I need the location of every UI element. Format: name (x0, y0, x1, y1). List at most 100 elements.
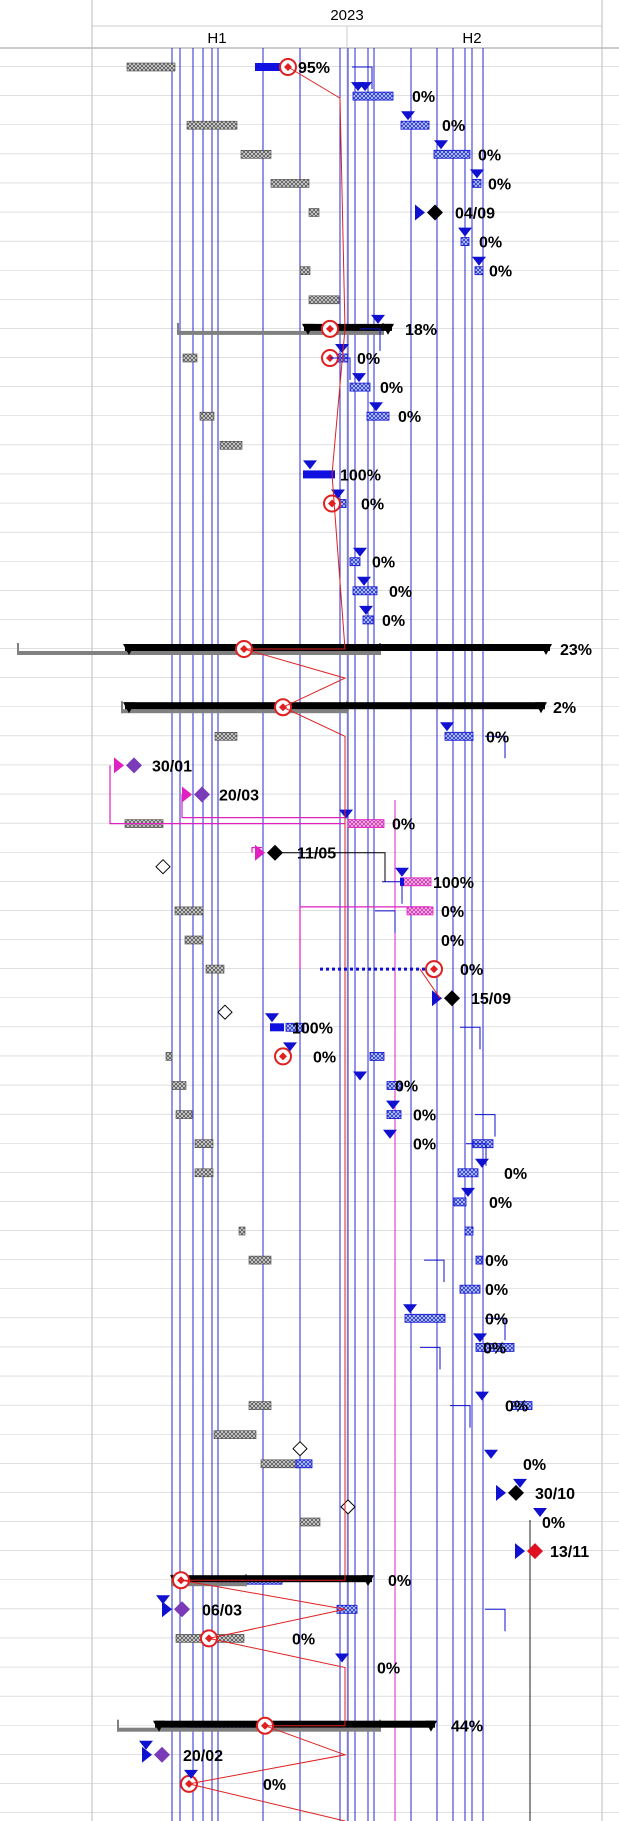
task-bar (182, 353, 198, 363)
task-bar (175, 1110, 193, 1119)
summary-bar (125, 644, 550, 651)
summary-bar (172, 1575, 372, 1583)
task-bar-pink (347, 819, 385, 828)
hollow-milestone (292, 1440, 308, 1457)
milestone-diamond (508, 1484, 524, 1501)
h2-label: H2 (462, 30, 481, 47)
dependency-elbow-dark (275, 852, 386, 882)
link-arrowhead (156, 1595, 170, 1605)
task-label: 0% (357, 351, 380, 368)
dependency-elbow (424, 1259, 445, 1283)
milestone-arrow (432, 990, 442, 1007)
task-bar (475, 1255, 483, 1265)
task-bar (464, 1226, 474, 1236)
task-bar (199, 411, 215, 421)
task-label: 0% (413, 1108, 436, 1125)
task-label: 0% (398, 409, 421, 426)
task-label: 0% (372, 555, 395, 572)
task-label: 2% (553, 700, 576, 717)
dependency-link-red (419, 968, 441, 999)
dependency-elbow-magenta (251, 847, 262, 853)
task-label: 0% (388, 1573, 411, 1590)
hollow-milestone (217, 1004, 233, 1020)
task-bar (444, 731, 474, 741)
task-bar (205, 964, 225, 974)
task-label: 0% (263, 1777, 286, 1794)
task-bar (126, 62, 176, 72)
dependency-elbow (360, 328, 381, 351)
task-bar (213, 1430, 257, 1439)
task-bar (457, 1168, 479, 1178)
task-bar (453, 1197, 467, 1207)
task-bar (404, 1313, 446, 1323)
task-bar (475, 1343, 515, 1352)
dependency-elbow (475, 1114, 496, 1137)
task-bar (459, 1284, 481, 1294)
link-arrowhead (475, 1391, 489, 1401)
dependency-elbow-magenta (181, 794, 345, 819)
task-bar (352, 586, 378, 596)
task-bar (352, 91, 394, 101)
task-label: 0% (485, 1253, 508, 1270)
milestone-diamond (427, 204, 443, 221)
task-label: 0% (413, 1137, 436, 1154)
dependency-elbow (382, 881, 403, 904)
task-label: 20/02 (183, 1748, 223, 1765)
link-arrowhead (371, 314, 385, 324)
link-arrowhead (513, 1478, 527, 1488)
critical-path-line (180, 66, 347, 1821)
summary-cap (535, 702, 547, 714)
summary-cap (123, 702, 135, 714)
link-arrowhead (434, 140, 448, 150)
summary-cap (153, 1720, 165, 1732)
baseline-bar (178, 330, 383, 335)
task-label: 30/10 (535, 1486, 575, 1503)
milestone-diamond (154, 1746, 170, 1763)
task-bar (366, 411, 390, 421)
task-label: 0% (441, 904, 464, 921)
task-bar (219, 440, 243, 450)
milestone-arrow (142, 1746, 152, 1763)
link-arrowhead (353, 547, 367, 557)
task-bar (472, 178, 482, 188)
dependency-elbow (450, 1405, 471, 1428)
task-bar (474, 266, 484, 276)
task-bar (240, 150, 272, 159)
timescale-header: 2023 H1 H2 (0, 0, 619, 49)
link-arrowhead (335, 344, 349, 353)
year-label: 2023 (330, 7, 363, 24)
dependency-elbow (466, 1143, 487, 1166)
milestone-diamond (444, 990, 460, 1007)
summary-cap (362, 1575, 374, 1587)
dependency-elbow-magenta (299, 906, 430, 970)
task-bar (194, 1139, 214, 1148)
dependency-elbow-magenta (109, 765, 345, 825)
task-bar (270, 179, 310, 188)
link-arrowhead (401, 111, 415, 121)
task-bar (165, 1052, 173, 1061)
task-label: 0% (412, 89, 435, 106)
link-arrowhead (331, 489, 345, 499)
timeline-vertical-lines (171, 48, 531, 1821)
link-arrowhead (484, 1449, 498, 1459)
link-arrowhead (475, 1158, 489, 1168)
progress-bar (303, 470, 335, 479)
task-label: 0% (504, 1166, 527, 1183)
task-bar-pink (406, 906, 434, 916)
task-label: 0% (460, 962, 483, 979)
task-label: 0% (442, 118, 465, 135)
link-arrowhead (470, 169, 484, 179)
task-label: 04/09 (455, 206, 495, 223)
dependency-elbow (420, 1346, 441, 1370)
summary-bar (304, 323, 392, 331)
dependency-elbow (375, 910, 396, 933)
task-label: 0% (479, 235, 502, 252)
task-label: 0% (489, 1195, 512, 1212)
task-bar (238, 1226, 246, 1236)
link-arrowhead (303, 460, 317, 470)
task-bar (248, 1401, 272, 1410)
milestone-arrow (182, 786, 192, 803)
milestone-arrow (255, 844, 265, 861)
task-label: 0% (485, 1282, 508, 1299)
baseline-bar (118, 1727, 380, 1732)
